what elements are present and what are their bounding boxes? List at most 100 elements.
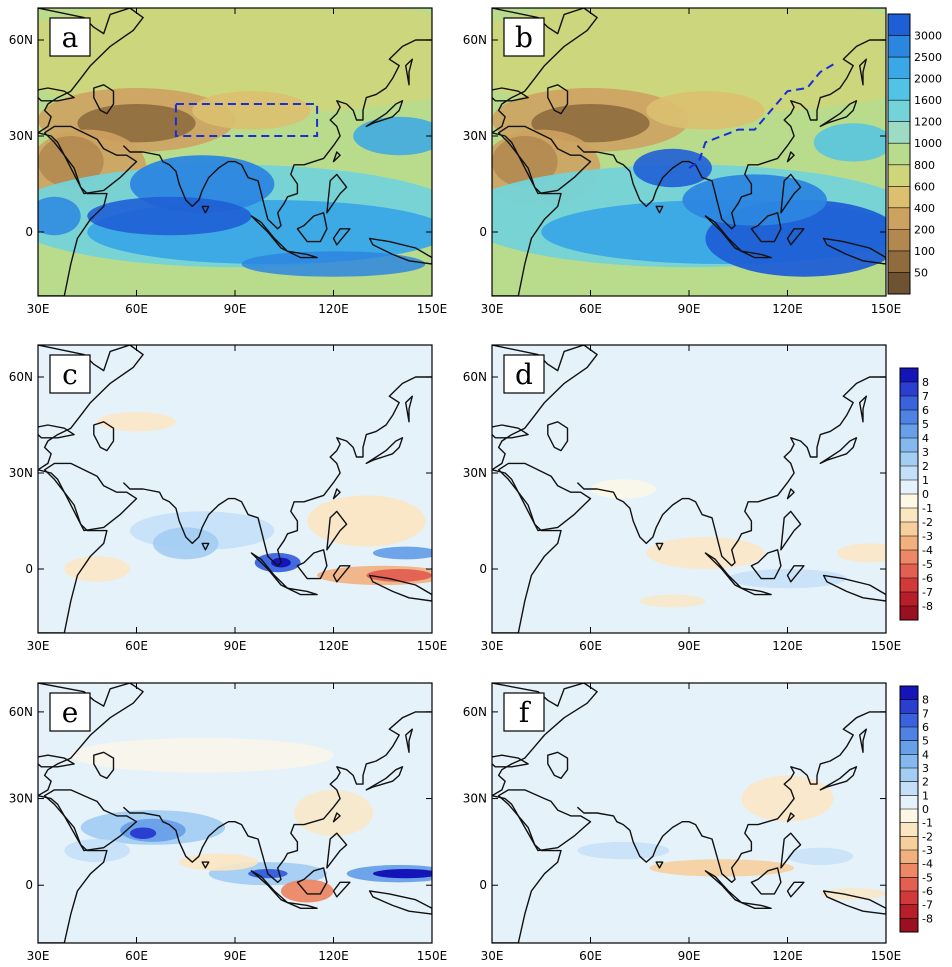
colorbar-swatch [900,713,918,728]
coastline-black-sea [38,754,75,768]
coastline-island [250,870,289,904]
colorbar-label: 2 [922,460,929,473]
panel-label-box [49,354,91,394]
colorbar-swatch [888,57,910,80]
colorbar-label: 2 [922,776,929,789]
colorbar-swatch [900,382,918,397]
coastline-island [201,861,210,869]
coastline-island [859,395,867,423]
colorbar-label: 1200 [914,116,942,129]
study-region-box [174,103,319,137]
coastline-island [296,549,328,580]
coastline-island [780,832,802,869]
colorbar-swatch [900,850,918,865]
coastline-caspian-sea [93,421,115,452]
coastline-island [822,890,886,915]
coastline-island [286,250,318,259]
x-tick-label: 150E [871,949,902,963]
coastline-caspian-sea [93,751,115,779]
field-patch [38,136,104,188]
coastline-island [822,237,886,265]
colorbar-swatch [888,100,910,123]
x-tick-label: 120E [772,639,803,653]
coastline-island [780,510,802,551]
coastline-africa-europe [492,683,598,943]
y-tick-label: 60N [463,33,487,47]
x-tick-label: 60E [125,639,148,653]
coastline-island [786,812,795,823]
field-patch [577,841,670,860]
map-panel-c: 30E 60E 90E 120E 150E 60N 30N 0 c [9,344,447,653]
coastline-asia [576,376,886,567]
panel-label-box [503,17,545,57]
x-tick-label: 120E [318,639,349,653]
colorbar-label: 8 [922,694,929,707]
coastline-island [296,212,328,243]
colorbar-swatch [900,564,918,579]
coastline-island [332,565,351,583]
coastline-island [332,151,341,163]
field-patch [492,136,558,188]
y-tick-label: 0 [479,878,487,892]
colorbar-swatch [888,186,910,209]
coastline-island [405,728,413,753]
coastline-island [332,488,341,500]
coastline-asia [122,376,432,567]
colorbar-swatch [900,494,918,509]
colorbar-label: -8 [922,600,933,613]
colorbar-label: 1600 [914,94,942,107]
y-tick-label: 30N [9,792,33,806]
x-tick-label: 60E [579,302,602,316]
field-patch [353,116,432,156]
colorbar-label: -2 [922,516,933,529]
field-patch [38,196,81,236]
field-patch [728,569,847,589]
coastline-asia [122,711,432,883]
coastline-island [655,205,664,214]
x-tick-label: 120E [772,302,803,316]
field-patch [64,556,130,582]
coastline-africa-europe [492,345,598,633]
x-tick-label: 30E [481,302,504,316]
field-patch [682,174,827,226]
coastline-island [786,881,805,898]
field-patch [87,196,252,236]
coastline-island [368,574,432,602]
colorbar-label: 4 [922,432,929,445]
x-tick-label: 30E [481,949,504,963]
colorbar-swatch [900,699,918,714]
colorbar-label: -5 [922,558,933,571]
colorbar-label: 1 [922,789,929,802]
y-tick-label: 30N [463,792,487,806]
coastline-island [704,870,743,904]
colorbar-swatch [900,396,918,411]
colorbar-precipitation: 3000 2500 2000 1600 1200 1000 800 600 400 200 100 5… [887,13,942,295]
colorbar-label: 3000 [914,30,942,43]
coastline-arabia [43,125,138,195]
field-patch [741,775,834,822]
map-panel-a: 30E 60E 90E 120E 150E 60N 30N 0 a [9,7,447,316]
x-tick-label: 30E [27,302,50,316]
colorbar-label: -8 [922,912,933,925]
panel-label: b [515,21,533,54]
coastline-island [859,728,867,753]
field-patch [192,91,311,130]
colorbar-label: -4 [922,858,933,871]
colorbar-swatch [888,35,910,58]
colorbar-label: 3 [922,446,929,459]
coastline-island [201,542,210,551]
colorbar-label: 3 [922,762,929,775]
coastline-island [201,205,210,214]
field-patch [38,8,432,114]
panel-label: a [62,21,79,54]
colorbar-label: -3 [922,530,933,543]
coastline-caspian-sea [93,84,115,115]
field-patch [366,569,432,582]
x-tick-label: 60E [125,302,148,316]
colorbar-swatch [888,78,910,101]
colorbar-swatch [900,918,918,933]
colorbar-swatch [900,863,918,878]
field-patch [70,737,334,773]
coastline-island [326,832,348,869]
coastline-island [332,812,341,823]
